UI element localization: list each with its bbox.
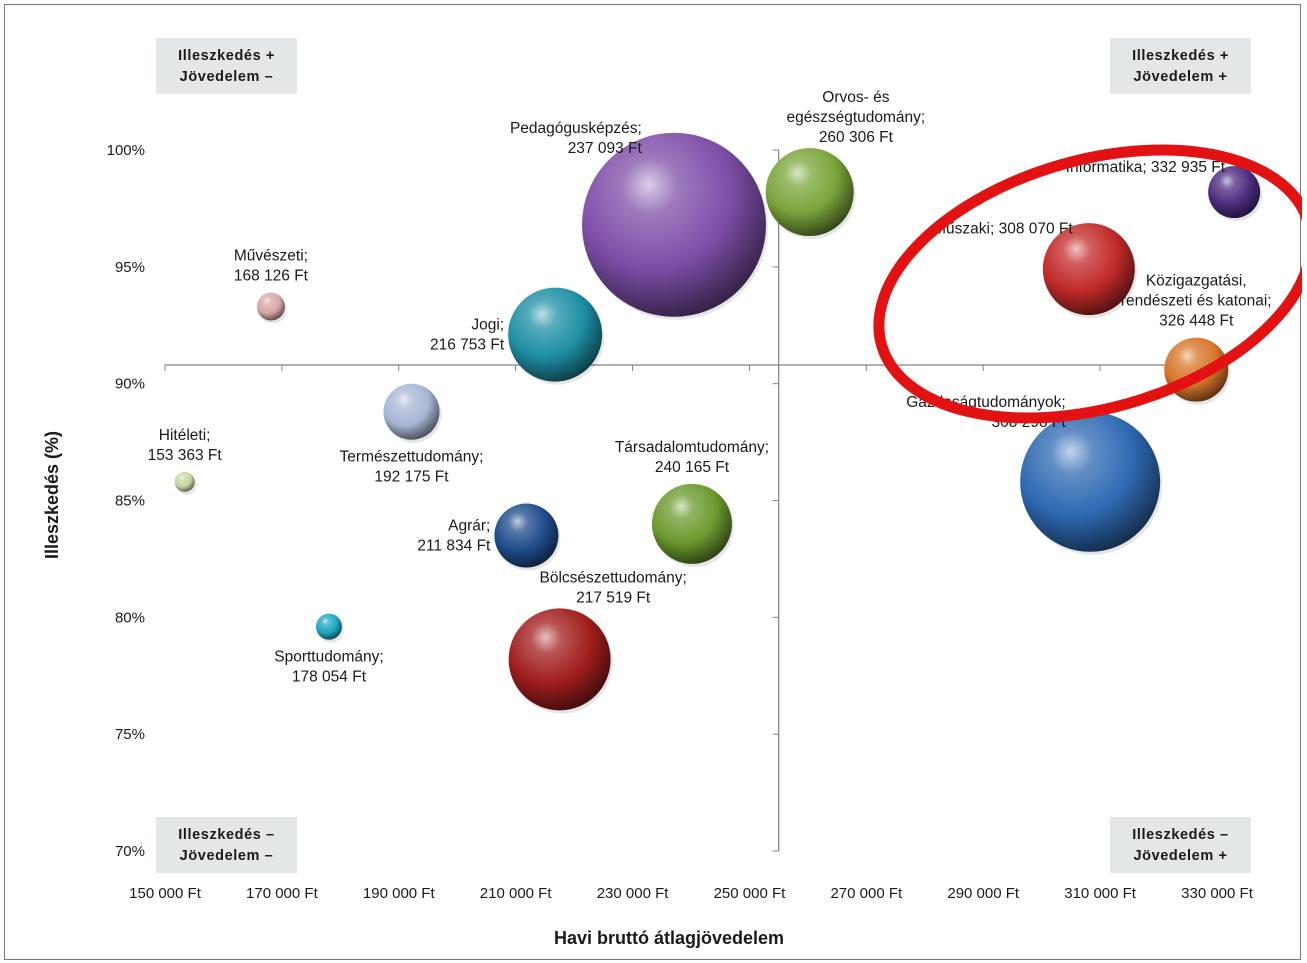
bubble bbox=[256, 292, 285, 321]
quadrant-label-text: Illeszkedés – bbox=[1132, 827, 1228, 843]
bubble bbox=[494, 503, 559, 568]
bubble-label-line: 217 519 Ft bbox=[576, 589, 651, 606]
quadrant-labels: Illeszkedés + Jövedelem – Illeszkedés + Jöv… bbox=[156, 38, 1251, 873]
bubble-label-line: 216 753 Ft bbox=[430, 337, 505, 354]
bubble bbox=[1042, 223, 1135, 316]
bubble-label-line: 326 448 Ft bbox=[1159, 313, 1234, 330]
x-tick-label: 270 000 Ft bbox=[830, 885, 903, 902]
quadrant-label-box bbox=[1110, 38, 1251, 94]
bubble-label: Társadalomtudomány; 240 165 Ft bbox=[615, 439, 769, 476]
bubble-label-line: Bölcsészettudomány; bbox=[539, 569, 686, 586]
y-tick-label: 100% bbox=[107, 142, 145, 159]
bubble bbox=[508, 608, 611, 711]
bubble-label-line: 240 165 Ft bbox=[655, 459, 730, 476]
x-tick-label: 170 000 Ft bbox=[246, 885, 319, 902]
bubble bbox=[315, 613, 342, 640]
bubble-label-line: Agrár; bbox=[448, 518, 490, 535]
y-tick-label: 75% bbox=[115, 726, 145, 743]
bubble bbox=[1020, 411, 1161, 552]
bubble-label: Természettudomány; 192 175 Ft bbox=[340, 449, 484, 486]
bubble bbox=[765, 148, 854, 237]
bubble-label-line: Társadalomtudomány; bbox=[615, 439, 769, 456]
bubble-label: Hitéleti; 153 363 Ft bbox=[148, 427, 223, 464]
chart-frame: 150 000 Ft 170 000 Ft 190 000 Ft 210 000 Ft… bbox=[4, 4, 1302, 960]
bubble bbox=[174, 471, 195, 492]
bubble-label: Pedagógusképzés; 237 093 Ft bbox=[510, 120, 643, 157]
red-highlight-ellipse bbox=[873, 144, 1302, 424]
quadrant-label-text: Illeszkedés + bbox=[1132, 48, 1229, 64]
bubble bbox=[508, 287, 603, 382]
x-tick-label: 150 000 Ft bbox=[129, 885, 202, 902]
bubble-label: Sporttudomány; 178 054 Ft bbox=[274, 649, 383, 686]
bubble bbox=[582, 132, 767, 317]
quadrant-label-text: Jövedelem + bbox=[1133, 848, 1227, 864]
bubble-label-line: Orvos- és bbox=[822, 89, 889, 106]
y-tick-label: 80% bbox=[115, 609, 145, 626]
bubble-label-line: Pedagógusképzés; bbox=[510, 120, 642, 137]
bubble-label: Jogi; 216 753 Ft bbox=[430, 317, 505, 354]
bubble-label: Orvos- és egészségtudomány; 260 306 Ft bbox=[787, 89, 926, 146]
bubble-label-line: rendészeti és katonai; bbox=[1121, 293, 1272, 310]
bubble-label-line: Közigazgatási, bbox=[1146, 273, 1247, 290]
x-tick-label: 190 000 Ft bbox=[363, 885, 436, 902]
y-tick-label: 70% bbox=[115, 843, 145, 860]
x-tick-label: 290 000 Ft bbox=[947, 885, 1020, 902]
bubble-label-line: Informatika; 332 935 Ft bbox=[1066, 159, 1226, 176]
quadrant-label-text: Illeszkedés – bbox=[178, 827, 274, 843]
bubble-label-line: 168 126 Ft bbox=[234, 268, 309, 285]
y-axis-title: Illeszkedés (%) bbox=[42, 431, 62, 559]
quadrant-label-top-right: Illeszkedés + Jövedelem + bbox=[1110, 38, 1251, 94]
bubble-label-line: 260 306 Ft bbox=[819, 129, 894, 146]
x-tick-label: 330 000 Ft bbox=[1181, 885, 1254, 902]
bubble-label-line: Sporttudomány; bbox=[274, 649, 383, 666]
quadrant-label-top-left: Illeszkedés + Jövedelem – bbox=[156, 38, 297, 94]
bubble bbox=[651, 483, 732, 564]
x-tick-label: 310 000 Ft bbox=[1064, 885, 1137, 902]
bubble-label: Bölcsészettudomány; 217 519 Ft bbox=[539, 569, 686, 606]
bubbles bbox=[174, 132, 1263, 714]
quadrant-label-text: Jövedelem – bbox=[180, 69, 274, 85]
bubble-label-line: Jogi; bbox=[471, 317, 504, 334]
y-tick-label: 95% bbox=[115, 259, 145, 276]
y-tick-label: 85% bbox=[115, 493, 145, 510]
bubble-label-line: Hitéleti; bbox=[159, 427, 211, 444]
quadrant-label-box bbox=[156, 38, 297, 94]
bubble-label: Műszaki; 308 070 Ft bbox=[933, 220, 1073, 237]
x-tick-label: 230 000 Ft bbox=[597, 885, 670, 902]
bubble-label: Agrár; 211 834 Ft bbox=[417, 518, 491, 555]
quadrant-label-text: Jövedelem – bbox=[180, 848, 274, 864]
quadrant-label-box bbox=[1110, 817, 1251, 873]
axes: 150 000 Ft 170 000 Ft 190 000 Ft 210 000 Ft… bbox=[107, 142, 1254, 902]
bubble-label-line: Műszaki; 308 070 Ft bbox=[933, 220, 1073, 237]
quadrant-label-text: Illeszkedés + bbox=[178, 48, 275, 64]
x-tick-label: 210 000 Ft bbox=[480, 885, 553, 902]
bubble-chart: 150 000 Ft 170 000 Ft 190 000 Ft 210 000 Ft… bbox=[42, 38, 1302, 948]
x-axis-title: Havi bruttó átlagjövedelem bbox=[554, 928, 784, 948]
bubble-label: Közigazgatási, rendészeti és katonai; 326 … bbox=[1121, 273, 1272, 330]
bubble-label-line: 153 363 Ft bbox=[148, 447, 223, 464]
quadrant-label-bottom-left: Illeszkedés – Jövedelem – bbox=[156, 817, 297, 873]
highlight-annotation bbox=[873, 144, 1302, 424]
quadrant-label-text: Jövedelem + bbox=[1133, 69, 1227, 85]
bubble-label-line: egészségtudomány; bbox=[787, 109, 926, 126]
bubble-label-line: 192 175 Ft bbox=[374, 469, 449, 486]
bubble-label: Informatika; 332 935 Ft bbox=[1066, 159, 1226, 176]
bubble-label-line: 178 054 Ft bbox=[292, 669, 367, 686]
quadrant-label-bottom-right: Illeszkedés – Jövedelem + bbox=[1110, 817, 1251, 873]
bubble-label-line: 211 834 Ft bbox=[417, 538, 491, 555]
bubble bbox=[1208, 166, 1261, 219]
bubble-label-line: Természettudomány; bbox=[340, 449, 484, 466]
y-tick-label: 90% bbox=[115, 376, 145, 393]
bubble-label-line: 237 093 Ft bbox=[568, 140, 643, 157]
bubble-label-line: Művészeti; bbox=[234, 248, 308, 265]
bubble-label: Művészeti; 168 126 Ft bbox=[234, 248, 309, 285]
x-tick-label: 250 000 Ft bbox=[714, 885, 787, 902]
bubble bbox=[383, 383, 440, 440]
quadrant-label-box bbox=[156, 817, 297, 873]
